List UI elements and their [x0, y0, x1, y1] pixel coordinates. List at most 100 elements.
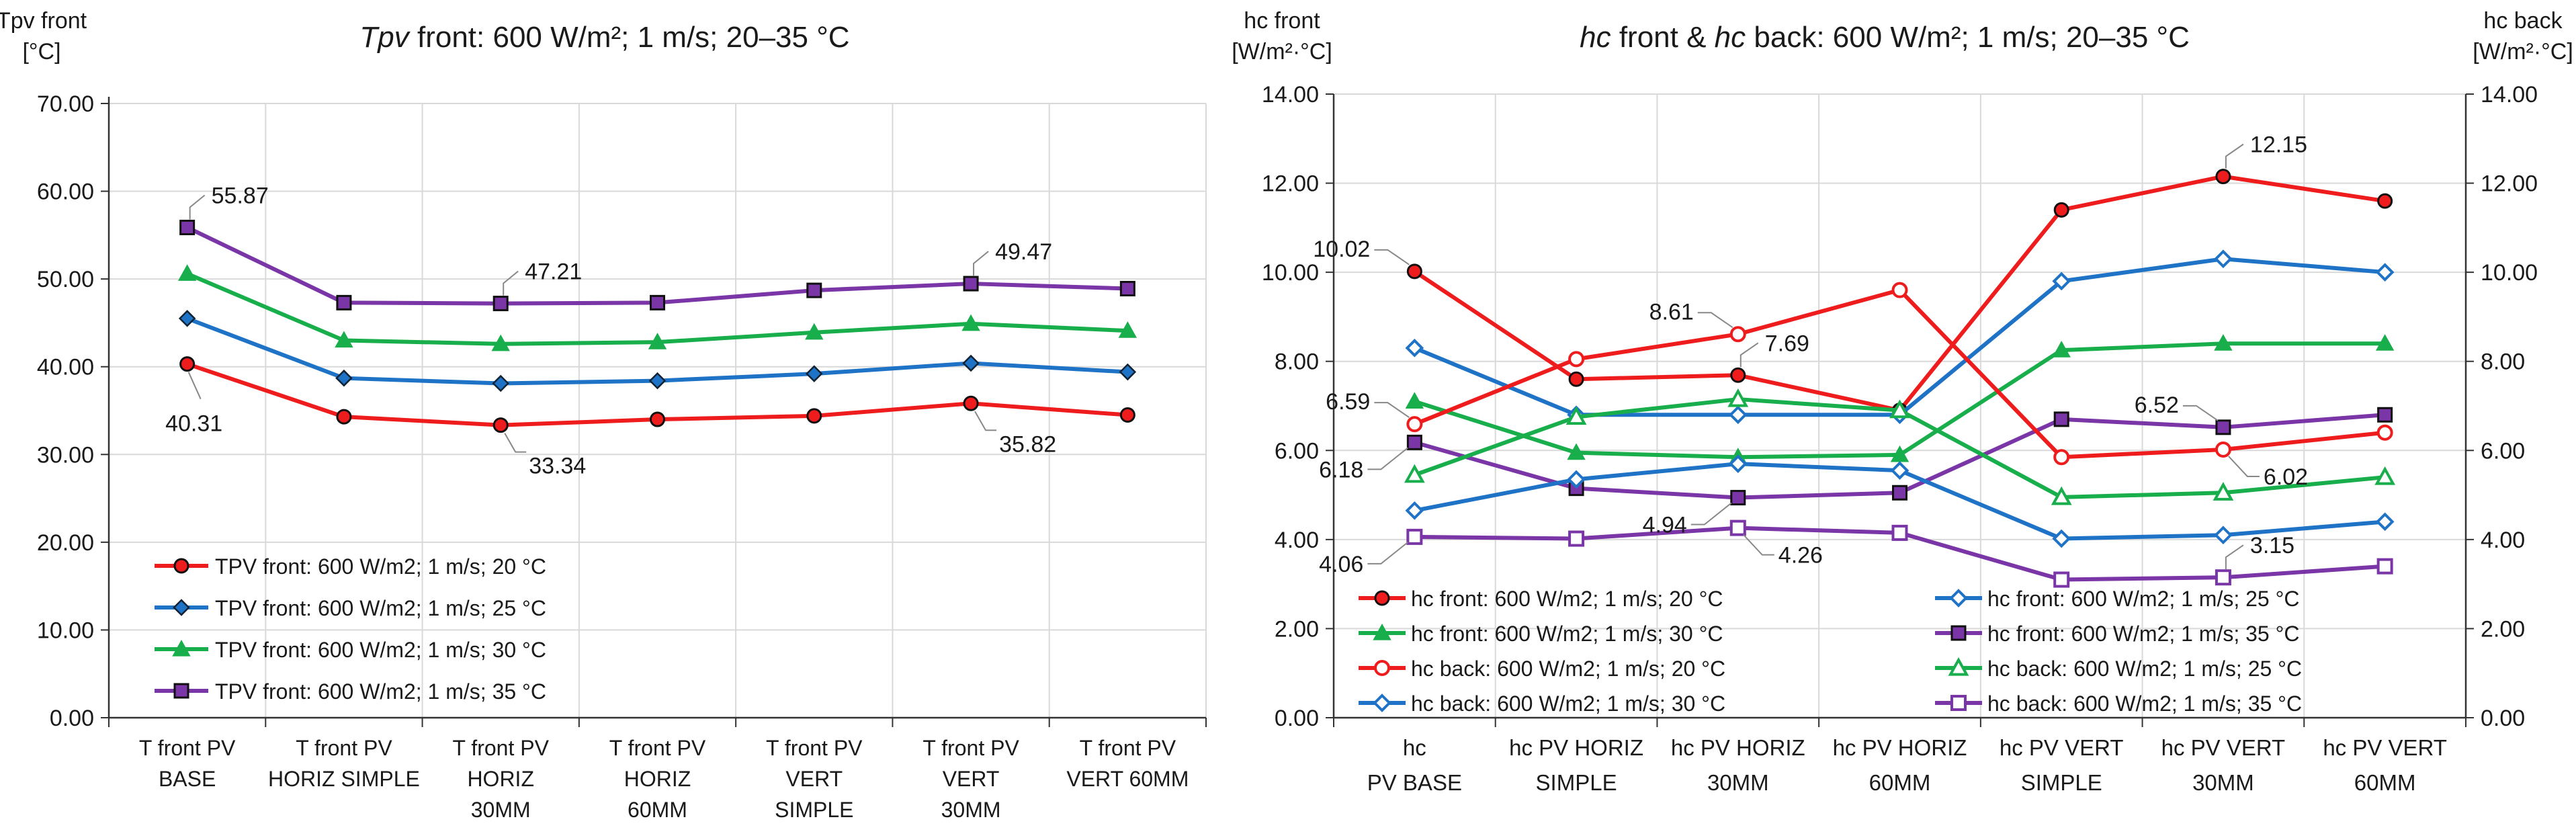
y-tick-label-right: 2.00 [2481, 616, 2525, 642]
y-tick-label-left: 6.00 [1275, 438, 1319, 464]
data-point [2053, 202, 2069, 218]
y-tick-label-left: 12.00 [1262, 171, 1319, 197]
data-point [806, 282, 822, 298]
y-tick-label-left: 2.00 [1275, 616, 1319, 642]
x-tick-label: PV BASE [1367, 770, 1462, 795]
data-point [491, 334, 510, 351]
data-point [805, 323, 824, 340]
annotation-leader [504, 433, 527, 453]
x-tick-label: SIMPLE [775, 798, 853, 822]
y-tick-label: 20.00 [37, 530, 94, 556]
data-label: 7.69 [1765, 331, 1809, 356]
data-label: 6.02 [2264, 464, 2308, 490]
data-label: 47.21 [525, 259, 582, 285]
data-point [1405, 501, 1424, 520]
data-point [1889, 399, 1910, 419]
legend-label: hc front: 600 W/m2; 1 m/s; 25 °C [1987, 587, 2300, 611]
data-point [2377, 193, 2393, 209]
data-point [963, 395, 979, 411]
legend-marker [1950, 695, 1967, 711]
x-tick-label: VERT [785, 767, 843, 791]
data-point [2375, 334, 2395, 351]
data-point [2053, 449, 2070, 466]
annotation-leader [1743, 534, 1774, 556]
data-label: 4.26 [1778, 543, 1823, 569]
legend-marker [1950, 625, 1967, 641]
y-tick-label: 40.00 [37, 355, 94, 380]
annotation-leader [1374, 249, 1410, 265]
legend-marker [173, 558, 189, 574]
annotation-leader [1690, 502, 1732, 526]
y-tick-label-left: 4.00 [1275, 528, 1319, 553]
data-point [1565, 406, 1587, 425]
data-point [2213, 482, 2234, 501]
chart-title-part: hc [1580, 21, 1611, 54]
data-label: 4.06 [1319, 552, 1363, 577]
annotation-leader [1740, 342, 1759, 368]
data-point [1728, 454, 1748, 473]
data-label: 55.87 [212, 183, 269, 208]
data-label: 4.94 [1643, 513, 1687, 538]
x-tick-label: 30MM [471, 798, 531, 822]
y-tick-label-right: 0.00 [2481, 706, 2525, 731]
data-point [1405, 392, 1424, 409]
data-point [2375, 512, 2395, 532]
legend-marker [1948, 657, 1969, 676]
series-4 [1406, 282, 2393, 466]
data-label: 40.31 [165, 411, 222, 437]
chart-title-part: back: 600 W/m²; 1 m/s; 20–35 °C [1746, 21, 2190, 54]
x-tick-label: T front PV [1080, 736, 1176, 760]
data-point [648, 372, 667, 390]
data-point [1727, 388, 1749, 407]
data-point [1890, 461, 1909, 480]
series-1 [178, 310, 1137, 392]
data-point [963, 276, 979, 292]
annotation-leader [1367, 542, 1408, 564]
legend-label: hc back: 600 W/m2; 1 m/s; 35 °C [1987, 692, 2302, 716]
data-point [2214, 249, 2233, 269]
data-point [336, 294, 352, 310]
data-point [1728, 405, 1748, 425]
y-tick-label-left: 10.00 [1262, 260, 1319, 286]
data-point [650, 294, 665, 310]
chart-title-part: hc [1715, 21, 1746, 54]
data-point [2375, 263, 2395, 282]
data-point [178, 310, 196, 327]
data-point [2052, 529, 2071, 548]
data-point [806, 365, 823, 382]
data-point [1891, 524, 1908, 541]
x-tick-label: HORIZ [624, 767, 691, 791]
x-tick-label: 60MM [628, 798, 687, 822]
y-tick-label-right: 4.00 [2481, 528, 2525, 553]
x-tick-label: VERT 60MM [1066, 767, 1189, 791]
y-tick-label-right: 8.00 [2481, 349, 2525, 375]
annotation-leader [973, 251, 989, 276]
annotation-leader [1374, 402, 1410, 419]
data-point [492, 417, 509, 433]
x-tick-label: BASE [159, 767, 216, 791]
y-tick-label: 30.00 [37, 442, 94, 468]
legend-label: TPV front: 600 W/m2; 1 m/s; 20 °C [215, 554, 546, 579]
data-point [650, 411, 665, 427]
data-label: 12.15 [2250, 132, 2307, 158]
x-tick-label: T front PV [609, 736, 706, 760]
data-point [1729, 326, 1746, 343]
series-line [1414, 288, 2385, 460]
legend-marker [1374, 660, 1390, 676]
data-point [961, 314, 980, 331]
y-axis-label-left: hc front [1244, 8, 1320, 34]
data-point [492, 374, 509, 392]
x-tick-label: HORIZ [467, 767, 534, 791]
annotation-leader [1697, 312, 1733, 329]
chart-title-rest: front: 600 W/m²; 1 m/s; 20–35 °C [409, 21, 850, 54]
chart-title-italic: Tpv [359, 21, 411, 54]
legend-label: hc back: 600 W/m2; 1 m/s; 30 °C [1411, 692, 1725, 716]
data-point [2215, 169, 2231, 185]
data-label: 6.18 [1319, 457, 1363, 483]
data-point [1119, 363, 1137, 381]
y-tick-label: 10.00 [37, 618, 94, 643]
x-tick-label: hc PV HORIZ [1833, 735, 1967, 760]
legend-label: hc back: 600 W/m2; 1 m/s; 20 °C [1411, 657, 1725, 681]
tpv-front-chart: Tpv front: 600 W/m²; 1 m/s; 20–35 °C Tpv … [0, 0, 1230, 838]
chart-title: hc front & hc back: 600 W/m²; 1 m/s; 20–… [1580, 21, 2190, 54]
